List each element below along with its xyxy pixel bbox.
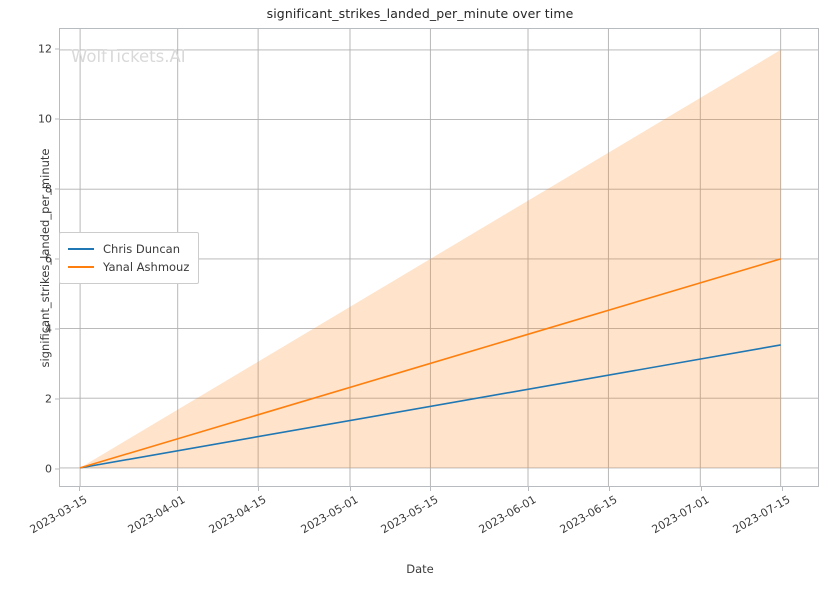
x-tick-mark bbox=[79, 487, 81, 491]
x-tick-mark bbox=[700, 487, 702, 491]
y-tick-label: 8 bbox=[45, 182, 52, 196]
x-tick-label: 2023-06-01 bbox=[476, 493, 539, 537]
chart-title: significant_strikes_landed_per_minute ov… bbox=[266, 6, 574, 21]
x-tick-label: 2023-03-15 bbox=[27, 493, 90, 537]
y-tick-label: 4 bbox=[45, 322, 52, 336]
y-tick-label: 10 bbox=[38, 112, 52, 126]
legend-label: Chris Duncan bbox=[103, 242, 180, 256]
x-tick-label: 2023-04-15 bbox=[206, 493, 269, 537]
x-tick-mark bbox=[608, 487, 610, 491]
confidence-band bbox=[80, 49, 781, 468]
y-tick-label: 12 bbox=[38, 42, 52, 56]
x-tick-mark bbox=[781, 487, 783, 491]
y-tick-mark bbox=[55, 328, 59, 330]
series-lines bbox=[79, 258, 781, 469]
legend-color-swatch bbox=[68, 248, 94, 250]
x-tick-label: 2023-05-01 bbox=[298, 493, 361, 537]
legend: Chris Duncan Yanal Ashmouz bbox=[59, 232, 200, 284]
x-tick-mark bbox=[430, 487, 432, 491]
y-axis-ticks: 0 2 4 6 8 10 12 bbox=[0, 28, 840, 487]
x-tick-mark bbox=[349, 487, 351, 491]
legend-item[interactable]: Yanal Ashmouz bbox=[68, 258, 189, 276]
y-tick-label: 6 bbox=[45, 252, 52, 266]
legend-label: Yanal Ashmouz bbox=[103, 260, 190, 274]
y-tick-mark bbox=[55, 188, 59, 190]
x-tick-mark bbox=[257, 487, 259, 491]
y-tick-mark bbox=[55, 468, 59, 470]
y-tick-mark bbox=[55, 118, 59, 120]
y-tick-mark bbox=[55, 398, 59, 400]
y-axis-label: significant_strikes_landed_per_minute bbox=[38, 148, 52, 367]
x-tick-mark bbox=[528, 487, 530, 491]
y-tick-label: 2 bbox=[45, 392, 52, 406]
x-tick-label: 2023-06-15 bbox=[557, 493, 620, 537]
x-tick-label: 2023-05-15 bbox=[378, 493, 441, 537]
legend-color-swatch bbox=[68, 266, 94, 268]
y-tick-mark bbox=[55, 48, 59, 50]
x-axis-label: Date bbox=[406, 562, 434, 576]
x-tick-mark bbox=[177, 487, 179, 491]
x-tick-label: 2023-07-01 bbox=[649, 493, 712, 537]
y-axis-label-wrap: significant_strikes_landed_per_minute bbox=[22, 28, 52, 487]
legend-item[interactable]: Chris Duncan bbox=[68, 240, 189, 258]
x-tick-label: 2023-04-01 bbox=[125, 493, 188, 537]
y-tick-label: 0 bbox=[45, 462, 52, 476]
y-tick-mark bbox=[55, 258, 59, 260]
x-tick-label: 2023-07-15 bbox=[730, 493, 793, 537]
x-axis-ticks: 2023-03-15 2023-04-01 2023-04-15 2023-05-01… bbox=[28, 487, 819, 557]
gridlines bbox=[60, 29, 818, 486]
